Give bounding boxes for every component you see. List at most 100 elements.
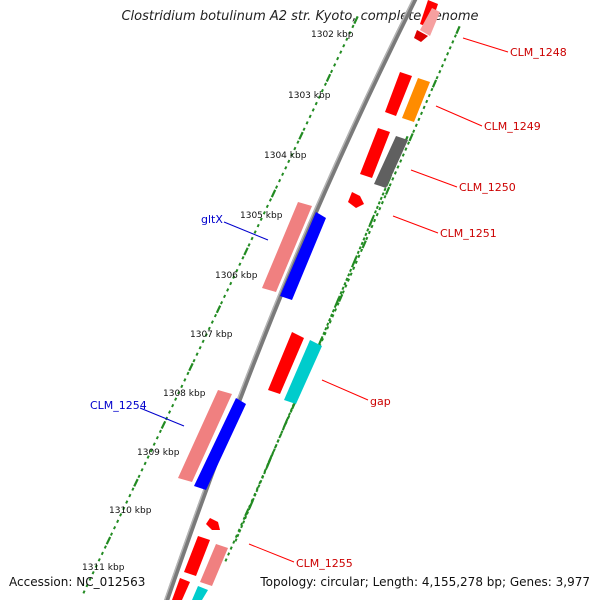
tick-mark xyxy=(283,419,289,428)
tick-mark xyxy=(333,63,337,67)
tick-mark xyxy=(329,313,334,318)
tick-mark xyxy=(391,177,395,181)
features xyxy=(172,0,440,600)
tick-mark xyxy=(325,73,332,82)
tick-mark xyxy=(302,127,306,132)
tick-mark xyxy=(119,513,123,517)
tick-mark xyxy=(235,268,239,273)
tick-mark xyxy=(112,525,117,530)
tick-mark xyxy=(183,378,187,382)
tick-mark xyxy=(322,331,326,336)
tick-mark xyxy=(308,114,312,119)
tick-mark xyxy=(366,228,370,232)
cds-bottom-red xyxy=(172,578,190,600)
tick-mark xyxy=(344,284,348,288)
tick-mark xyxy=(351,257,358,266)
cds-gap-cyan xyxy=(284,340,322,404)
tick-mark xyxy=(422,105,426,110)
tick-mark xyxy=(229,281,233,286)
tick-mark xyxy=(287,159,291,164)
tick-mark xyxy=(375,212,379,217)
tick-mark xyxy=(105,536,112,545)
cds-bottom-cyan xyxy=(192,586,208,600)
tick-mark xyxy=(348,31,352,35)
tick-mark xyxy=(262,211,266,215)
tick-mark xyxy=(125,500,129,504)
tick-mark xyxy=(425,99,429,104)
tick-mark xyxy=(336,302,340,306)
tick-mark xyxy=(272,448,276,452)
feature-label-clm1251: CLM_1251 xyxy=(440,227,497,240)
cds-clm1248-head xyxy=(414,30,428,42)
map-title: Clostridium botulinum A2 str. Kyoto, com… xyxy=(121,9,479,24)
tick-mark xyxy=(88,577,92,581)
genome-backbone-line xyxy=(164,0,418,600)
scale-label: 1304 kbp xyxy=(264,151,307,161)
tick-mark xyxy=(116,519,120,524)
tick-mark xyxy=(311,108,315,112)
tick-mark xyxy=(354,260,358,265)
tick-mark xyxy=(323,331,327,336)
tick-mark xyxy=(431,79,438,88)
tick-mark xyxy=(188,362,194,372)
tick-mark xyxy=(357,254,361,259)
tick-mark xyxy=(274,443,278,448)
tick-mark xyxy=(247,506,251,511)
tick-mark xyxy=(320,337,325,342)
tick-mark xyxy=(446,52,450,56)
tick-mark xyxy=(393,171,397,175)
tick-mark xyxy=(232,540,236,544)
tick-mark xyxy=(430,87,434,92)
tick-mark xyxy=(128,493,132,498)
cds-red-b xyxy=(360,128,390,178)
tick-mark xyxy=(270,452,274,457)
tick-mark xyxy=(356,250,360,255)
tick-mark xyxy=(298,131,304,140)
tick-mark xyxy=(155,435,159,440)
tick-mark xyxy=(440,63,444,68)
leader-clm1255 xyxy=(248,543,295,563)
tick-mark xyxy=(324,326,328,331)
tick-mark xyxy=(247,243,251,247)
tick-mark xyxy=(336,56,340,61)
tick-mark xyxy=(328,318,332,322)
tick-mark xyxy=(331,314,335,318)
cds-clm1249-orange xyxy=(402,78,430,122)
feature-label-clm1254: CLM_1254 xyxy=(90,399,147,412)
cds-clm1254-blue xyxy=(194,398,246,490)
tick-mark xyxy=(326,325,330,330)
tick-mark xyxy=(287,412,292,416)
tick-mark xyxy=(362,237,366,241)
scale-label: 1311 kbp xyxy=(82,563,125,573)
tick-mark xyxy=(244,515,248,520)
tick-mark xyxy=(377,201,381,205)
tick-mark xyxy=(360,241,364,246)
tick-mark xyxy=(388,183,392,187)
tick-mark xyxy=(201,339,205,344)
tick-mark xyxy=(171,403,175,408)
tick-mark xyxy=(85,583,89,588)
feature-label-clm1248: CLM_1248 xyxy=(510,46,567,59)
tick-mark xyxy=(334,297,340,306)
tick-mark xyxy=(229,546,233,550)
tick-mark xyxy=(213,313,218,318)
cds-clm1250-gray xyxy=(374,136,408,188)
tick-mark xyxy=(353,15,359,25)
tick-mark xyxy=(195,352,199,357)
tick-mark xyxy=(109,532,114,536)
tick-mark xyxy=(351,24,355,29)
tick-mark xyxy=(284,166,288,170)
scale-label: 1302 kbp xyxy=(311,30,354,40)
tick-mark xyxy=(140,468,144,472)
tick-mark xyxy=(245,511,249,515)
tick-mark xyxy=(290,153,294,157)
feature-label-clm1250: CLM_1250 xyxy=(459,181,516,194)
tick-mark xyxy=(365,236,369,241)
tick-mark xyxy=(282,425,286,430)
scale-label: 1305 kbp xyxy=(240,211,283,221)
scale-label: 1306 kbp xyxy=(215,271,258,281)
tick-mark xyxy=(419,111,424,116)
tick-mark xyxy=(427,93,431,98)
tick-mark xyxy=(333,304,337,309)
